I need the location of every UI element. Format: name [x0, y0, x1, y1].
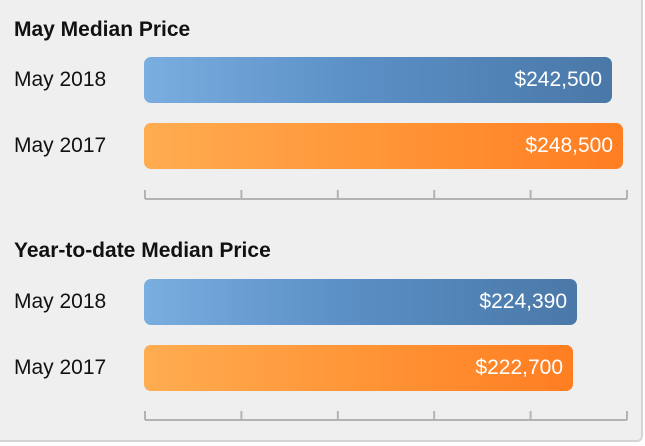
- bar-value-label: $248,500: [525, 134, 613, 157]
- row-label-may-2018: May 2018: [14, 68, 107, 91]
- bar-may-2017: $248,500: [144, 123, 623, 169]
- row-label-ytd-may-2018: May 2018: [14, 290, 107, 313]
- chart-title-may-median: May Median Price: [14, 18, 191, 41]
- bar-value-label: $224,390: [479, 290, 567, 313]
- row-label-ytd-may-2017: May 2017: [14, 356, 107, 379]
- bar-ytd-may-2017: $222,700: [144, 345, 573, 391]
- bar-value-label: $242,500: [514, 68, 602, 91]
- bar-ytd-may-2018: $224,390: [144, 279, 577, 325]
- row-label-may-2017: May 2017: [14, 134, 107, 157]
- bar-value-label: $222,700: [475, 356, 563, 379]
- chart-title-ytd-median: Year-to-date Median Price: [14, 239, 271, 262]
- bar-may-2018: $242,500: [144, 57, 612, 103]
